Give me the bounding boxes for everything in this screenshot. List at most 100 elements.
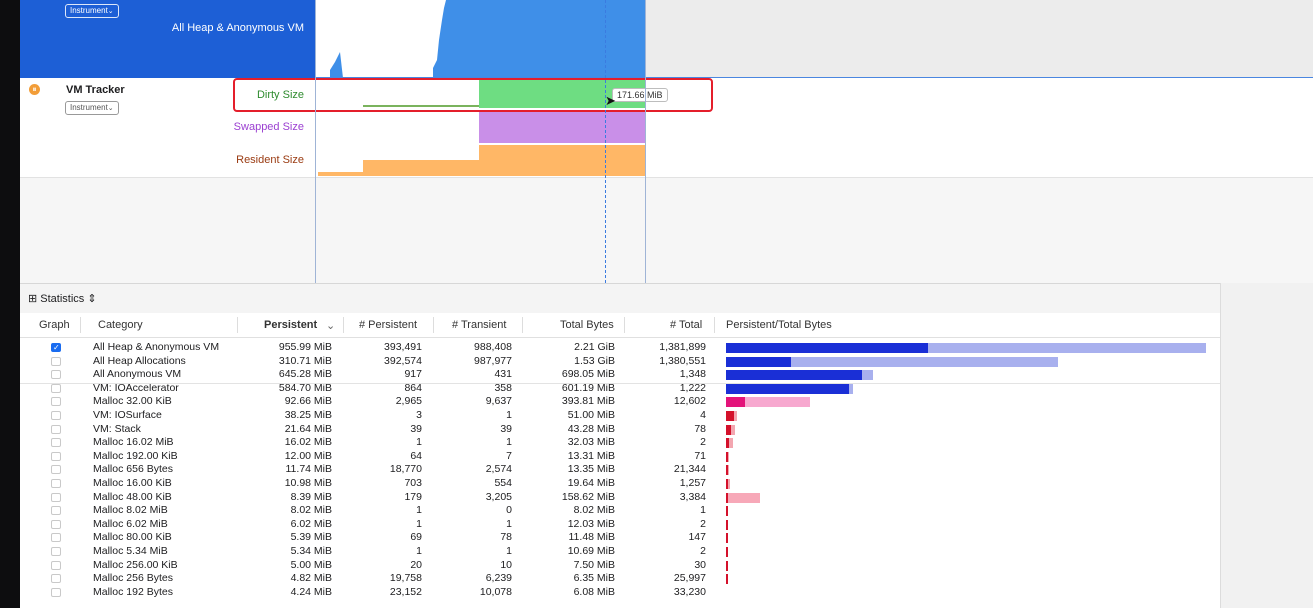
total-bytes-cell: 8.02 MiB <box>573 504 615 517</box>
n-total-cell: 1,257 <box>679 477 706 489</box>
category-cell: Malloc 192 Bytes <box>93 585 173 598</box>
left-edge-strip <box>0 0 20 608</box>
total-bytes-cell: 19.64 MiB <box>567 477 615 489</box>
graph-checkbox[interactable] <box>51 451 61 461</box>
graph-checkbox[interactable] <box>51 533 61 543</box>
instrument-badge[interactable]: Instrument⌄ <box>65 101 119 115</box>
persistent-bytes-bar <box>726 574 728 585</box>
table-row[interactable]: Malloc 656 Bytes 11.74 MiB 18,770 2,574 13.3… <box>20 464 1220 476</box>
graph-checkbox[interactable] <box>51 547 61 556</box>
n-total-cell: 30 <box>694 558 706 571</box>
category-cell: VM: IOAccelerator <box>93 381 179 394</box>
n-transient-cell: 78 <box>500 531 512 544</box>
total-bytes-cell: 12.03 MiB <box>567 517 615 530</box>
graph-checkbox[interactable] <box>51 383 61 393</box>
graph-checkbox[interactable] <box>51 411 61 420</box>
mouse-cursor-icon: ➤ <box>605 93 616 108</box>
category-cell: VM: Stack <box>93 422 141 435</box>
graph-checkbox[interactable] <box>51 519 61 529</box>
n-persistent-cell: 1 <box>416 517 422 530</box>
table-row[interactable]: All Heap & Anonymous VM 955.99 MiB 393,491… <box>20 341 1220 354</box>
col-graph[interactable]: Graph <box>39 319 70 331</box>
n-persistent-cell: 864 <box>404 381 422 394</box>
statistics-table-header: Graph Category Persistent ⌄ # Persistent… <box>20 313 1220 338</box>
table-row[interactable]: Malloc 48.00 KiB 8.39 MiB 179 3,205 158.62 M… <box>20 490 1220 504</box>
graph-checkbox[interactable] <box>51 356 61 366</box>
chevron-down-icon: ⌄ <box>107 105 114 112</box>
statistics-bar: ⊞ Statistics ⇕ <box>20 283 1313 314</box>
graph-checkbox[interactable] <box>51 492 61 502</box>
vm-tracker-icon: ⏸ <box>29 84 40 95</box>
n-transient-cell: 3,205 <box>485 490 512 503</box>
persistent-cell: 16.02 MiB <box>284 436 332 449</box>
table-row[interactable]: VM: Stack 21.64 MiB 39 39 43.28 MiB 78 <box>20 422 1220 436</box>
table-row[interactable]: All Anonymous VM 645.28 MiB 917 431 698.05 M… <box>20 369 1220 381</box>
col-n-total[interactable]: # Total <box>670 319 703 331</box>
table-row[interactable]: Malloc 5.34 MiB 5.34 MiB 1 1 10.69 MiB 2 <box>20 545 1220 558</box>
table-row[interactable]: Malloc 192.00 KiB 12.00 MiB 64 7 13.31 MiB 71 <box>20 449 1220 463</box>
col-persistent[interactable]: Persistent <box>264 319 318 331</box>
table-row[interactable]: Malloc 80.00 KiB 5.39 MiB 69 78 11.48 MiB 147 <box>20 532 1220 544</box>
graph-checkbox[interactable] <box>51 438 61 448</box>
table-row[interactable]: Malloc 6.02 MiB 6.02 MiB 1 1 12.03 MiB 2 <box>20 517 1220 531</box>
col-n-transient[interactable]: # Transient <box>452 319 507 331</box>
col-category[interactable]: Category <box>98 319 143 331</box>
graph-checkbox[interactable] <box>51 342 61 354</box>
table-row[interactable]: Malloc 192 Bytes 4.24 MiB 23,152 10,078 6.08… <box>20 585 1220 599</box>
table-row[interactable]: Malloc 256.00 KiB 5.00 MiB 20 10 7.50 MiB 30 <box>20 558 1220 572</box>
total-bytes-cell: 13.31 MiB <box>567 449 615 462</box>
col-total-bytes[interactable]: Total Bytes <box>560 319 614 331</box>
persistent-bytes-bar <box>726 465 729 476</box>
n-total-cell: 12,602 <box>673 395 706 408</box>
persistent-bytes-bar <box>726 533 728 544</box>
total-bytes-cell: 2.21 GiB <box>574 341 615 353</box>
graph-checkbox[interactable] <box>51 587 61 597</box>
sort-desc-icon[interactable]: ⌄ <box>326 320 336 332</box>
table-row[interactable]: VM: IOAccelerator 584.70 MiB 864 358 601.19 … <box>20 381 1220 395</box>
graph-checkbox[interactable] <box>51 560 61 570</box>
column-separator <box>522 317 523 333</box>
table-row[interactable]: All Heap Allocations 310.71 MiB 392,574 987… <box>20 355 1220 368</box>
summary-rows-divider <box>20 383 1220 384</box>
allocations-track-header[interactable]: Instrument⌄ All Heap & Anonymous VM <box>20 0 315 78</box>
table-row[interactable]: Malloc 16.02 MiB 16.02 MiB 1 1 32.03 MiB 2 <box>20 437 1220 449</box>
col-persistent-total-bytes[interactable]: Persistent/Total Bytes <box>726 319 832 331</box>
persistent-bytes-bar <box>726 343 928 353</box>
n-persistent-cell: 64 <box>410 449 422 462</box>
statistics-menu[interactable]: ⊞ Statistics ⇕ <box>28 293 97 305</box>
table-row[interactable]: Malloc 256 Bytes 4.82 MiB 19,758 6,239 6.35 … <box>20 573 1220 585</box>
swapped-size-label: Swapped Size <box>233 121 304 133</box>
persistent-cell: 955.99 MiB <box>278 341 332 353</box>
n-transient-cell: 9,637 <box>485 395 512 408</box>
graph-checkbox[interactable] <box>51 574 61 584</box>
graph-checkbox[interactable] <box>51 370 61 380</box>
graph-checkbox[interactable] <box>51 424 61 434</box>
n-transient-cell: 10,078 <box>479 585 512 598</box>
table-row[interactable]: Malloc 32.00 KiB 92.66 MiB 2,965 9,637 393.8… <box>20 396 1220 408</box>
persistent-cell: 8.02 MiB <box>290 504 332 517</box>
alloc-area <box>433 0 645 78</box>
n-persistent-cell: 20 <box>410 558 422 571</box>
col-n-persistent[interactable]: # Persistent <box>359 319 418 331</box>
n-persistent-cell: 179 <box>404 490 422 503</box>
n-persistent-cell: 18,770 <box>389 463 422 476</box>
n-persistent-cell: 69 <box>410 531 422 544</box>
total-bytes-cell: 43.28 MiB <box>567 422 615 435</box>
table-row[interactable]: Malloc 16.00 KiB 10.98 MiB 703 554 19.64 MiB… <box>20 477 1220 490</box>
graph-checkbox[interactable] <box>51 465 61 475</box>
total-bytes-cell: 32.03 MiB <box>567 436 615 449</box>
allocations-graph[interactable] <box>315 0 645 78</box>
n-persistent-cell: 23,152 <box>389 585 422 598</box>
persistent-cell: 92.66 MiB <box>284 395 332 408</box>
persistent-cell: 5.34 MiB <box>290 545 332 557</box>
n-persistent-cell: 3 <box>416 409 422 421</box>
graph-checkbox[interactable] <box>51 397 61 407</box>
instrument-badge[interactable]: Instrument⌄ <box>65 4 119 18</box>
graph-checkbox[interactable] <box>51 506 61 516</box>
persistent-bytes-bar <box>726 411 735 421</box>
graph-checkbox[interactable] <box>51 479 61 488</box>
vm-tracker-track[interactable]: ⏸ VM Tracker Instrument⌄ Dirty Size Swap… <box>20 78 1313 177</box>
persistent-cell: 8.39 MiB <box>290 490 332 503</box>
table-row[interactable]: VM: IOSurface 38.25 MiB 3 1 51.00 MiB 4 <box>20 409 1220 422</box>
table-row[interactable]: Malloc 8.02 MiB 8.02 MiB 1 0 8.02 MiB 1 <box>20 505 1220 517</box>
